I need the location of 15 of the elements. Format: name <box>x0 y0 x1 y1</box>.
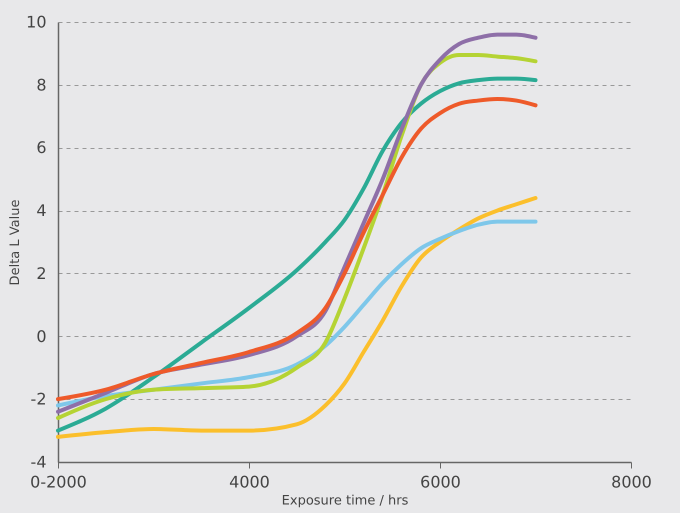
x-tick-label: 4000 <box>229 472 270 492</box>
x-tick-label: 8000 <box>611 472 652 492</box>
y-tick-label: 6 <box>36 138 46 158</box>
y-axis-title: Delta L Value <box>8 200 24 286</box>
x-axis-title: Exposure time / hrs <box>282 494 409 508</box>
y-tick-label: 2 <box>36 264 46 283</box>
x-tick-label: 6000 <box>420 472 461 492</box>
y-tick-label: 10 <box>26 12 46 32</box>
line-series <box>56 196 538 439</box>
x-tick-label: 0-2000 <box>30 472 87 492</box>
y-tick-label: -4 <box>30 452 46 472</box>
y-tick-label: 8 <box>36 75 46 94</box>
y-tick-label: -2 <box>30 390 46 409</box>
y-tick-label: 4 <box>36 201 46 220</box>
y-tick-label: 0 <box>36 326 46 346</box>
